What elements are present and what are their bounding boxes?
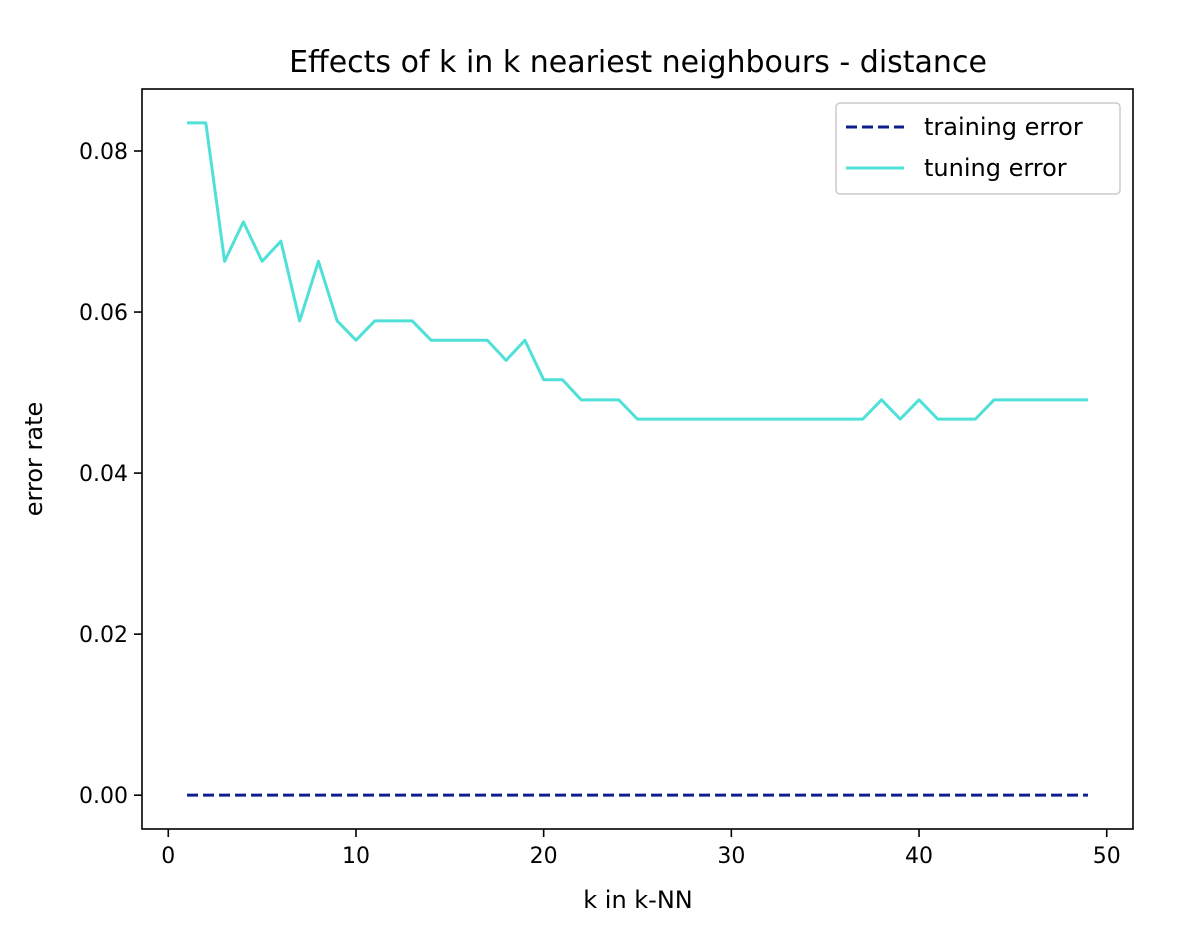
y-tick-label: 0.00 xyxy=(79,784,128,809)
series-layer xyxy=(187,121,1088,797)
y-axis-label: error rate xyxy=(20,402,48,516)
x-tick-label: 40 xyxy=(905,844,933,869)
x-tick-label: 0 xyxy=(161,844,175,869)
legend: training error tuning error xyxy=(835,102,1121,195)
x-tick-label: 50 xyxy=(1093,844,1121,869)
series-line-tuning-error xyxy=(187,121,1088,421)
legend-box xyxy=(835,102,1121,195)
y-tick-label: 0.08 xyxy=(79,140,128,165)
y-tick-label: 0.02 xyxy=(79,623,128,648)
x-tick-label: 30 xyxy=(717,844,745,869)
x-axis-label: k in k-NN xyxy=(583,886,693,914)
chart-title: Effects of k in k neariest neighbours - … xyxy=(289,45,987,80)
y-axis: 0.00 0.02 0.04 0.06 0.08 xyxy=(79,140,142,809)
x-tick-label: 20 xyxy=(530,844,558,869)
y-tick-label: 0.06 xyxy=(79,301,128,326)
plot-frame xyxy=(141,88,1134,830)
x-axis: 0 10 20 30 40 50 xyxy=(161,829,1121,869)
x-tick-label: 10 xyxy=(342,844,370,869)
y-tick-label: 0.04 xyxy=(79,462,128,487)
legend-label-training-error: training error xyxy=(924,113,1083,141)
legend-label-tuning-error: tuning error xyxy=(924,154,1067,182)
